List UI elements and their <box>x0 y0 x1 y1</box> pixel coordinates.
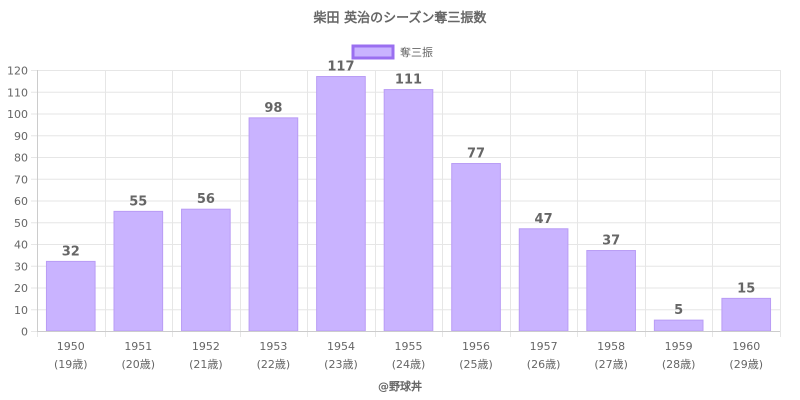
y-tick-label: 10 <box>14 304 28 317</box>
x-tick-sublabel: (19歳) <box>54 358 88 371</box>
y-tick-label: 100 <box>7 108 28 121</box>
data-label: 5 <box>674 303 683 318</box>
y-tick-label: 90 <box>14 130 28 143</box>
y-axis: 0 10 20 30 40 50 60 70 80 90 100 110 120 <box>7 65 38 339</box>
x-tick-sublabel: (28歳) <box>662 358 696 371</box>
x-tick-sublabel: (22歳) <box>257 358 291 371</box>
bar[interactable] <box>45 260 96 332</box>
data-label: 55 <box>129 194 147 209</box>
data-label: 117 <box>327 60 354 75</box>
legend[interactable]: 奪三振 <box>351 44 433 60</box>
x-tick-sublabel: (27歳) <box>594 358 628 371</box>
y-tick-label: 70 <box>14 173 28 186</box>
x-tick-label: 1953 <box>259 340 287 353</box>
y-tick-label: 80 <box>14 152 28 165</box>
y-tick-label: 30 <box>14 260 28 273</box>
bar[interactable] <box>316 76 366 332</box>
data-label: 77 <box>467 147 485 162</box>
x-tick-sublabel: (21歳) <box>189 358 223 371</box>
x-tick-sublabel: (24歳) <box>392 358 426 371</box>
legend-swatch <box>351 44 395 60</box>
y-tick-label: 20 <box>14 282 28 295</box>
x-tick-label: 1959 <box>665 340 693 353</box>
y-tick-label: 120 <box>7 65 28 78</box>
y-tick-label: 0 <box>21 326 28 339</box>
x-tick-label: 1951 <box>124 340 152 353</box>
bar[interactable] <box>451 163 501 332</box>
data-label: 15 <box>737 281 755 296</box>
bar[interactable] <box>248 117 299 332</box>
y-tick-label: 40 <box>14 239 28 252</box>
x-axis: 1950 (19歳) 1951 (20歳) 1952 (21歳) 1953 (22歳) 1954… <box>37 331 780 371</box>
y-tick-label: 50 <box>14 217 28 230</box>
x-tick-sublabel: (20歳) <box>122 358 156 371</box>
bar[interactable] <box>653 319 704 332</box>
x-tick-label: 1957 <box>530 340 558 353</box>
x-tick-sublabel: (25歳) <box>459 358 493 371</box>
y-tick-label: 60 <box>14 195 28 208</box>
bar[interactable] <box>113 210 164 332</box>
data-label: 37 <box>602 234 620 249</box>
bar[interactable] <box>586 250 636 332</box>
data-label: 111 <box>395 73 422 88</box>
x-tick-label: 1954 <box>327 340 355 353</box>
x-tick-label: 1958 <box>597 340 625 353</box>
data-label: 56 <box>197 192 215 207</box>
data-labels: 32 55 56 98 117 111 77 47 37 5 15 <box>62 60 756 319</box>
bar[interactable] <box>383 89 434 332</box>
x-tick-label: 1952 <box>192 340 220 353</box>
bar[interactable] <box>518 228 569 332</box>
legend-label: 奪三振 <box>400 45 433 59</box>
bar[interactable] <box>721 297 772 332</box>
bar[interactable] <box>181 208 231 332</box>
x-tick-sublabel: (26歳) <box>527 358 561 371</box>
data-label: 32 <box>62 244 80 259</box>
x-tick-label: 1960 <box>732 340 760 353</box>
x-tick-label: 1956 <box>462 340 490 353</box>
data-label: 98 <box>264 101 282 116</box>
x-tick-label: 1950 <box>57 340 85 353</box>
x-tick-sublabel: (23歳) <box>324 358 358 371</box>
bars <box>45 76 772 332</box>
credit-text: @野球丼 <box>378 379 422 393</box>
x-tick-label: 1955 <box>395 340 423 353</box>
data-label: 47 <box>535 212 553 227</box>
x-tick-sublabel: (29歳) <box>729 358 763 371</box>
y-tick-label: 110 <box>7 86 28 99</box>
chart-title: 柴田 英治のシーズン奪三振数 <box>313 10 488 26</box>
